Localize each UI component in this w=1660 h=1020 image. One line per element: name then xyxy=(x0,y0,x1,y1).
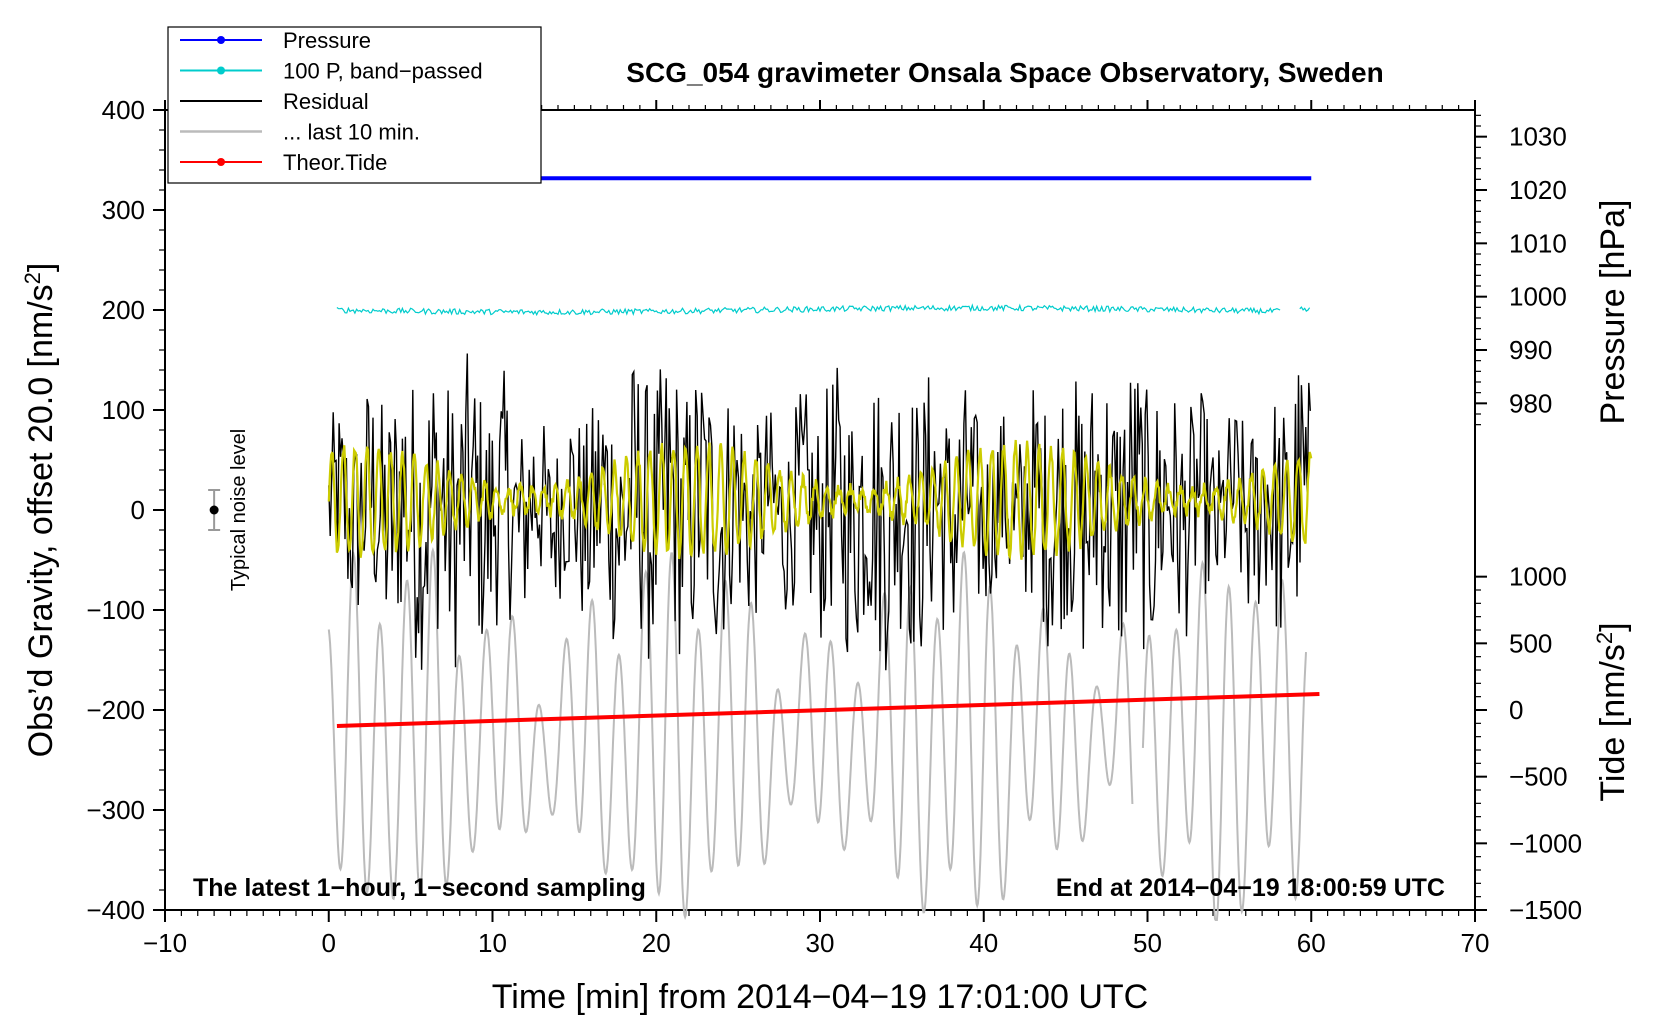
theor-tide-line xyxy=(336,692,1320,728)
pressure-tick-label: 990 xyxy=(1509,335,1552,365)
residual-filtered-line xyxy=(327,439,1313,561)
tide-axis-title: Tide [nm/s2] xyxy=(1592,622,1632,801)
legend-marker xyxy=(217,36,225,44)
legend-label: Residual xyxy=(283,89,369,114)
y-tick-label: −200 xyxy=(86,695,145,725)
legend-label: Theor.Tide xyxy=(283,150,387,175)
legend-marker xyxy=(217,66,225,75)
x-tick-label: 20 xyxy=(642,928,671,958)
legend-label: Pressure xyxy=(283,28,371,53)
x-tick-label: 0 xyxy=(322,928,336,958)
y-tick-label: 300 xyxy=(102,195,145,225)
pressure-tick-label: 1030 xyxy=(1509,122,1567,152)
legend: Pressure 100 P, band−passed Residual ... la… xyxy=(167,26,542,184)
tide-tick-label: 1000 xyxy=(1509,562,1567,592)
tide-tick-label: −500 xyxy=(1509,762,1568,792)
pressure-tick-label: 980 xyxy=(1509,388,1552,418)
x-tick-label: 30 xyxy=(806,928,835,958)
tide-tick-label: 0 xyxy=(1509,695,1523,725)
x-tick-label: 50 xyxy=(1133,928,1162,958)
y-tick-label: 0 xyxy=(131,495,145,525)
end-time-note: End at 2014−04−19 18:00:59 UTC xyxy=(1056,874,1445,902)
x-tick-label: 40 xyxy=(969,928,998,958)
x-tick-label: 70 xyxy=(1461,928,1490,958)
pressure-tick-label: 1020 xyxy=(1509,175,1567,205)
legend-label: 100 P, band−passed xyxy=(283,59,483,84)
band-passed-pressure-line-tail xyxy=(1299,306,1311,312)
axis-tick-labels: −10 0 10 20 30 40 50 60 704003002001000−100−200−… xyxy=(86,95,1582,958)
x-tick-label: −10 xyxy=(143,928,187,958)
legend-label: ... last 10 min. xyxy=(283,120,420,145)
tide-tick-label: 500 xyxy=(1509,628,1552,658)
x-tick-label: 10 xyxy=(478,928,507,958)
x-axis-title: Time [min] from 2014−04−19 17:01:00 UTC xyxy=(492,978,1148,1016)
noise-level-label: Typical noise level xyxy=(228,429,250,591)
tide-tick-label: −1500 xyxy=(1509,895,1582,925)
pressure-tick-label: 1010 xyxy=(1509,228,1567,258)
noise-bar-dot xyxy=(209,505,219,515)
y-axis-title: Obs’d Gravity, offset 20.0 [nm/s2] xyxy=(20,263,60,758)
y-tick-label: 100 xyxy=(102,395,145,425)
noise-level-bar xyxy=(208,489,221,531)
residual-line xyxy=(328,353,1311,671)
y-tick-label: 200 xyxy=(102,295,145,325)
x-tick-label: 60 xyxy=(1297,928,1326,958)
sampling-note: The latest 1−hour, 1−second sampling xyxy=(193,874,646,902)
y-tick-label: −400 xyxy=(86,895,145,925)
last-10-min-line xyxy=(1141,559,1307,921)
pressure-tick-label: 1000 xyxy=(1509,282,1567,312)
tide-tick-label: −1000 xyxy=(1509,828,1582,858)
y-tick-label: 400 xyxy=(102,95,145,125)
y-tick-label: −300 xyxy=(86,795,145,825)
last-10-min-line xyxy=(327,546,1134,921)
legend-marker xyxy=(217,158,225,166)
legend-box xyxy=(167,26,542,184)
pressure-axis-title: Pressure [hPa] xyxy=(1594,200,1632,425)
chart-title: SCG_054 gravimeter Onsala Space Observat… xyxy=(626,57,1383,88)
series-layer xyxy=(327,176,1320,921)
band-passed-pressure-line xyxy=(336,303,1281,317)
y-tick-label: −100 xyxy=(86,595,145,625)
